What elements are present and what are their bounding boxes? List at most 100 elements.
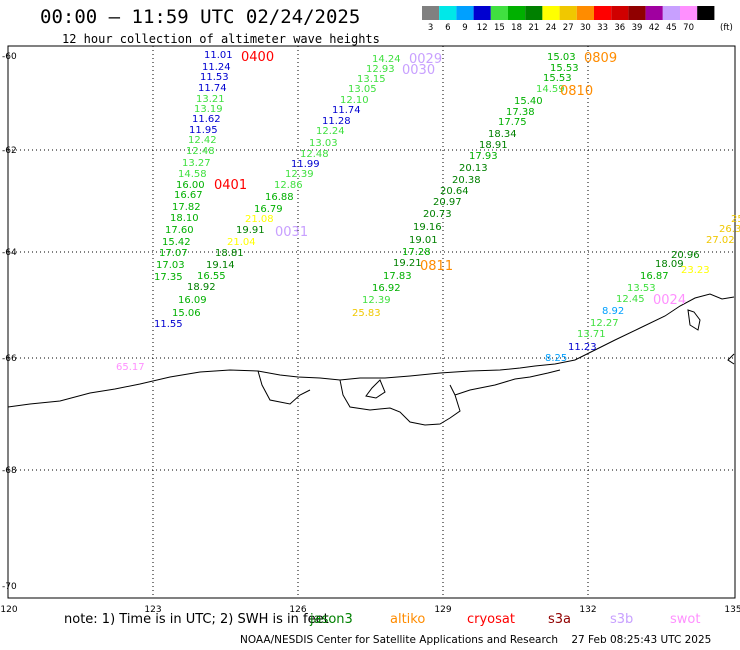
wave-height-label: 17.82: [172, 202, 201, 213]
credit-line: NOAA/NESDIS Center for Satellite Applica…: [240, 634, 712, 646]
sat-legend-altiko: altiko: [390, 612, 426, 627]
lon-label: 135: [724, 605, 740, 615]
footnote: note: 1) Time is in UTC; 2) SWH is in fe…: [64, 612, 329, 627]
legend-tick-label: 36: [614, 23, 625, 33]
legend-swatch: [542, 6, 560, 20]
wave-height-label: 65.17: [116, 362, 145, 373]
track-time-label: 0810: [560, 84, 593, 99]
wave-height-label: 25.83: [352, 308, 381, 319]
wave-height-label: 25.92: [731, 214, 740, 225]
wave-height-label: 18.34: [488, 129, 517, 140]
wave-height-label: 15.53: [543, 73, 572, 84]
legend-swatch: [439, 6, 457, 20]
legend-tick-label: 21: [528, 23, 539, 33]
legend-swatch: [594, 6, 612, 20]
legend-tick-label: 18: [511, 23, 522, 33]
legend-tick-label: 45: [666, 23, 677, 33]
coastline: [7, 293, 735, 426]
lat-label: -70: [2, 582, 17, 592]
track-time-label: 0811: [420, 259, 453, 274]
wave-height-label: 11.28: [322, 116, 351, 127]
legend-tick-label: 42: [649, 23, 660, 33]
legend-tick-label: 9: [462, 23, 467, 33]
wave-height-label: 19.91: [236, 225, 265, 236]
wave-height-label: 17.03: [156, 260, 185, 271]
track-time-label: 0030: [402, 63, 435, 78]
wave-height-label: 19.21: [393, 258, 422, 269]
wave-height-label: 18.91: [479, 140, 508, 151]
wave-height-label: 23.23: [681, 265, 710, 276]
wave-height-label: 12.10: [340, 95, 369, 106]
wave-height-label: 12.24: [316, 126, 345, 137]
wave-height-label: 12.42: [188, 135, 217, 146]
track-time-label: 0031: [275, 225, 308, 240]
wave-height-label: 11.74: [332, 105, 361, 116]
wave-height-label: 19.14: [206, 260, 235, 271]
wave-height-label: 16.09: [178, 295, 207, 306]
wave-height-label: 15.42: [162, 237, 191, 248]
legend-swatch: [473, 6, 491, 20]
track-time-label: 0024: [653, 293, 686, 308]
wave-height-label: 18.81: [215, 248, 244, 259]
wave-height-label: 12.27: [590, 318, 619, 329]
wave-height-label: 11.99: [291, 159, 320, 170]
wave-height-label: 15.53: [550, 63, 579, 74]
legend-swatch: [508, 6, 526, 20]
wave-height-label: 15.40: [514, 96, 543, 107]
legend-swatch: [680, 6, 698, 20]
wave-height-label: 12.45: [616, 294, 645, 305]
legend-tick-label: 3: [428, 23, 433, 33]
sat-legend-cryosat: cryosat: [467, 612, 515, 627]
wave-height-label: 16.55: [197, 271, 226, 282]
wave-height-label: 16.92: [372, 283, 401, 294]
legend-tick-label: 12: [477, 23, 488, 33]
wave-height-label: 19.01: [409, 235, 438, 246]
page-title: 00:00 – 11:59 UTC 02/24/2025: [40, 6, 361, 28]
wave-height-label: 14.24: [372, 54, 401, 65]
sat-legend-s3a: s3a: [548, 612, 572, 627]
color-legend: 3 6 9 12 15 18 21 24 27 30 33 36 39 42 45 70 (ft): [422, 6, 733, 33]
lon-axis-labels: 120 123 126 129 132 135: [0, 605, 740, 615]
lon-label: 129: [434, 605, 451, 615]
legend-swatch: [576, 6, 594, 20]
legend-swatch: [697, 6, 715, 20]
wave-height-label: 12.48: [186, 146, 215, 157]
wave-height-label: 12.39: [362, 295, 391, 306]
wave-height-label: 16.79: [254, 204, 283, 215]
lat-label: -68: [2, 466, 17, 476]
wave-height-label: 20.13: [459, 163, 488, 174]
sat-legend-s3b: s3b: [610, 612, 634, 627]
legend-swatch: [662, 6, 680, 20]
legend-tick-label: 27: [563, 23, 574, 33]
wave-height-label: 18.92: [187, 282, 216, 293]
legend-swatch: [628, 6, 646, 20]
legend-tick-label: 33: [597, 23, 608, 33]
wave-height-label: 15.03: [547, 52, 576, 63]
wave-height-label: 20.97: [433, 197, 462, 208]
wave-height-label: 19.16: [413, 222, 442, 233]
wave-height-label: 14.59: [536, 84, 565, 95]
wave-height-label: 12.39: [285, 169, 314, 180]
wave-height-label: 14.58: [178, 169, 207, 180]
legend-swatch: [456, 6, 474, 20]
wave-height-label: 15.06: [172, 308, 201, 319]
wave-height-label: 21.08: [245, 214, 274, 225]
page-subtitle: 12 hour collection of altimeter wave hei…: [62, 32, 380, 46]
lat-label: -64: [2, 248, 17, 258]
wave-height-label: 17.07: [159, 248, 188, 259]
wave-height-label: 12.86: [274, 180, 303, 191]
wave-height-label: 11.01: [204, 50, 233, 61]
wave-height-label: 17.75: [498, 117, 527, 128]
wave-height-label: 17.83: [383, 271, 412, 282]
legend-tick-label: 24: [546, 23, 557, 33]
lon-label: 126: [289, 605, 306, 615]
wave-labels: 11.0111.2411.5311.7413.2113.1911.6211.95…: [116, 50, 740, 373]
wave-height-label: 20.38: [452, 175, 481, 186]
lon-label: 123: [144, 605, 161, 615]
wave-height-label: 12.93: [366, 64, 395, 75]
track-time-label: 0400: [241, 50, 274, 65]
track-time-label: 0029: [409, 52, 442, 67]
wave-height-label: 16.88: [265, 192, 294, 203]
wave-height-label: 20.64: [440, 186, 469, 197]
